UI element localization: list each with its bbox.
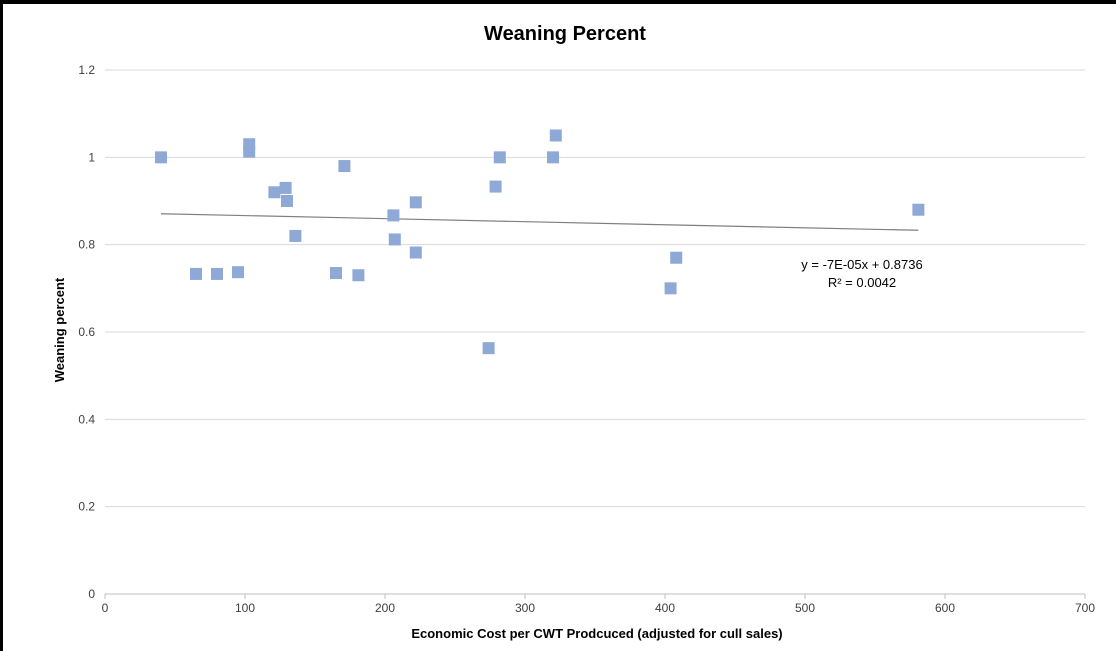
x-tick-label: 0 <box>102 601 109 615</box>
y-tick-label: 0 <box>88 587 95 601</box>
data-point <box>155 151 167 164</box>
data-point <box>547 151 559 164</box>
data-point <box>549 129 562 142</box>
y-tick-label: 0.6 <box>78 325 95 339</box>
x-tick-label: 400 <box>655 601 675 615</box>
data-point <box>409 246 422 259</box>
x-tick-label: 600 <box>935 601 955 615</box>
data-point <box>338 160 351 173</box>
data-point <box>912 203 925 216</box>
axes <box>104 593 1086 599</box>
data-point <box>664 282 677 295</box>
data-point <box>493 151 506 164</box>
x-axis-label: Economic Cost per CWT Prodcuced (adjuste… <box>411 626 782 641</box>
data-point <box>232 266 244 279</box>
x-tick-label: 200 <box>375 601 395 615</box>
y-axis-label: Weaning percent <box>52 277 67 382</box>
x-tick-label: 500 <box>795 601 815 615</box>
y-tick-label: 1 <box>88 150 95 164</box>
gridlines <box>105 69 1085 508</box>
y-tick-label: 0.8 <box>78 238 95 252</box>
data-point <box>352 269 365 282</box>
data-point <box>190 267 202 280</box>
data-point <box>211 267 223 280</box>
y-tick-labels: 0 0.2 0.4 0.6 0.8 1 1.2 <box>78 63 95 601</box>
data-point <box>281 195 293 207</box>
data-point <box>289 229 302 242</box>
left-border <box>0 0 3 651</box>
y-tick-label: 0.2 <box>78 500 95 514</box>
top-border <box>0 0 1116 4</box>
x-tick-label: 300 <box>515 601 535 615</box>
x-tick-label: 100 <box>235 601 255 615</box>
data-point <box>670 251 683 264</box>
data-point <box>330 267 342 280</box>
y-tick-label: 0.4 <box>78 412 95 426</box>
x-tick-label: 700 <box>1075 601 1095 615</box>
chart-title: Weaning Percent <box>484 23 646 45</box>
data-point <box>387 209 400 222</box>
data-point <box>409 196 422 209</box>
trendline-equation: y = -7E-05x + 0.8736 <box>801 257 922 272</box>
trendline <box>160 213 919 231</box>
data-point <box>243 145 256 158</box>
data-point <box>388 233 401 246</box>
data-points <box>155 129 925 355</box>
data-point <box>482 342 495 355</box>
data-point <box>268 186 281 199</box>
x-tick-labels: 0 100 200 300 400 500 600 700 <box>102 601 1096 615</box>
data-point <box>489 180 502 193</box>
trendline-path <box>160 213 919 231</box>
trendline-r-squared: R² = 0.0042 <box>828 275 896 290</box>
data-point <box>279 181 292 194</box>
y-tick-label: 1.2 <box>78 63 95 77</box>
